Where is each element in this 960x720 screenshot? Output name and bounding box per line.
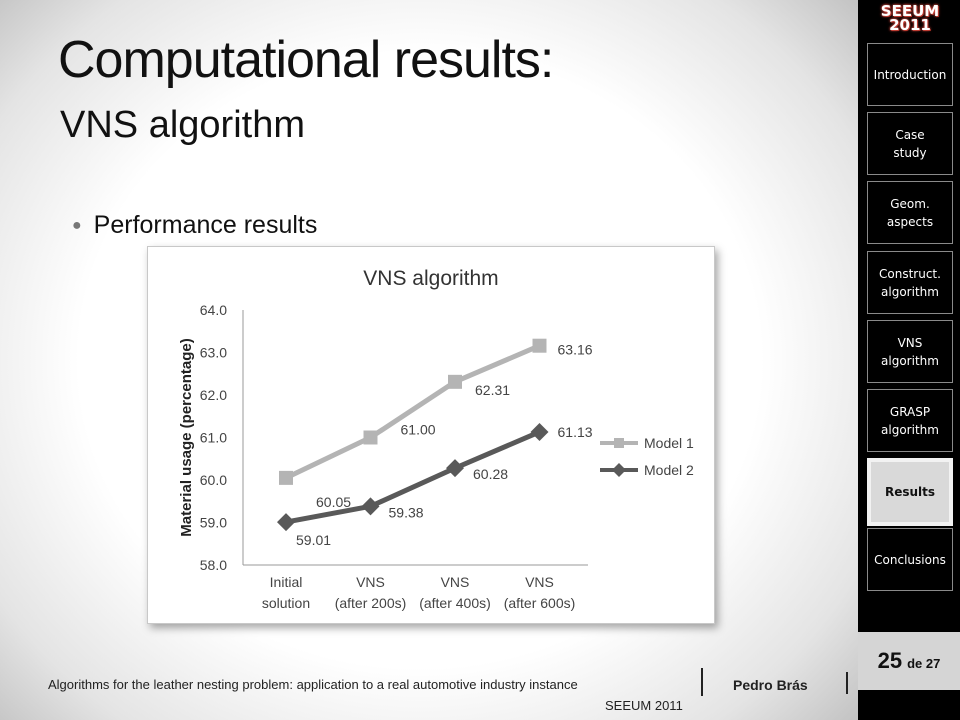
seeum-logo: SEEUM 2011	[868, 2, 952, 34]
data-label: 61.13	[558, 424, 593, 440]
x-tick-label: (after 400s)	[419, 595, 491, 611]
data-label: 60.28	[473, 466, 508, 482]
x-tick-label: (after 600s)	[504, 595, 576, 611]
data-label: 59.38	[389, 504, 424, 520]
page-current: 25	[877, 648, 903, 673]
slide-subtitle: VNS algorithm	[60, 104, 305, 146]
footer-author: Pedro Brás	[733, 677, 808, 693]
y-axis-label: Material usage (percentage)	[178, 338, 195, 536]
sidebar-item-construct-algorithm[interactable]: Construct. algorithm	[867, 251, 953, 314]
logo-line: SEEUM	[880, 2, 940, 20]
bullet-text: Performance results	[93, 211, 318, 239]
data-label: 61.00	[401, 422, 436, 438]
sidebar-item-label: Case study	[893, 127, 927, 160]
data-point	[363, 430, 378, 445]
sidebar-item-conclusions[interactable]: Conclusions	[867, 528, 953, 591]
line-chart: VNS algorithm 58.0 59.0 60.0 61.0 62.0 63.0 64.…	[178, 267, 694, 611]
sidebar-item-label: Construct. algorithm	[879, 266, 941, 299]
x-tick-label: VNS	[356, 574, 385, 590]
y-tick-label: 62.0	[200, 387, 227, 403]
y-tick-label: 63.0	[200, 345, 227, 361]
x-tick-label: solution	[262, 595, 310, 611]
y-tick-label: 60.0	[200, 472, 227, 488]
page-indicator: 25 de 27	[858, 632, 960, 690]
chart-frame: VNS algorithm 58.0 59.0 60.0 61.0 62.0 63.0 64.…	[147, 246, 715, 624]
y-tick-label: 59.0	[200, 515, 227, 531]
sidebar-item-label: Geom. aspects	[886, 196, 934, 229]
y-tick-label: 61.0	[200, 430, 227, 446]
sidebar-item-label: Conclusions	[874, 552, 946, 567]
series-line-1	[284, 343, 541, 481]
data-point	[279, 470, 293, 485]
data-label: 60.05	[316, 494, 351, 510]
data-label: 62.31	[475, 382, 510, 398]
legend-marker	[612, 463, 626, 477]
sidebar-item-introduction[interactable]: Introduction	[867, 43, 953, 106]
x-tick-label: (after 200s)	[335, 595, 407, 611]
slide-content: Computational results: VNS algorithm ● Pe…	[48, 31, 848, 713]
sidebar-item-label: GRASP algorithm	[881, 404, 939, 437]
sidebar-item-label: VNS algorithm	[881, 335, 939, 368]
sidebar-item-geom-aspects[interactable]: Geom. aspects	[867, 181, 953, 244]
data-label: 59.01	[296, 532, 331, 548]
sidebar-item-vns-algorithm[interactable]: VNS algorithm	[867, 320, 953, 383]
data-point	[532, 338, 547, 353]
data-point	[361, 497, 380, 516]
footer-presentation-title: Algorithms for the leather nesting probl…	[48, 677, 578, 692]
y-tick-label: 64.0	[200, 302, 227, 318]
data-point	[448, 374, 462, 389]
sidebar-nav: SEEUM 2011 Introduction Case study Geom.…	[858, 0, 960, 720]
x-tick-label: VNS	[525, 574, 554, 590]
page-total: de 27	[907, 655, 941, 671]
sidebar-item-label: Results	[884, 485, 936, 499]
bullet-item: ● Performance results	[72, 211, 317, 240]
data-point	[277, 513, 295, 532]
footer-divider	[701, 668, 703, 696]
legend-label: Model 2	[644, 462, 694, 478]
bullet-dot-icon: ●	[72, 217, 82, 234]
data-point	[530, 422, 549, 441]
data-label: 63.16	[558, 342, 593, 358]
logo-line: 2011	[889, 16, 931, 34]
footer-conference: SEEUM 2011	[605, 698, 683, 713]
legend-label: Model 1	[644, 435, 694, 451]
slide-title: Computational results:	[58, 31, 554, 89]
y-tick-label: 58.0	[200, 557, 227, 573]
sidebar-item-results[interactable]: Results	[867, 458, 953, 526]
sidebar-item-case-study[interactable]: Case study	[867, 112, 953, 175]
chart-title: VNS algorithm	[363, 267, 498, 290]
x-tick-label: VNS	[441, 574, 470, 590]
data-point	[446, 459, 464, 478]
series-line-2	[285, 429, 541, 525]
sidebar-item-label: Introduction	[873, 67, 947, 82]
footer-divider	[846, 672, 848, 694]
legend-marker	[614, 438, 624, 448]
x-tick-label: Initial	[270, 574, 303, 590]
sidebar-item-grasp-algorithm[interactable]: GRASP algorithm	[867, 389, 953, 452]
